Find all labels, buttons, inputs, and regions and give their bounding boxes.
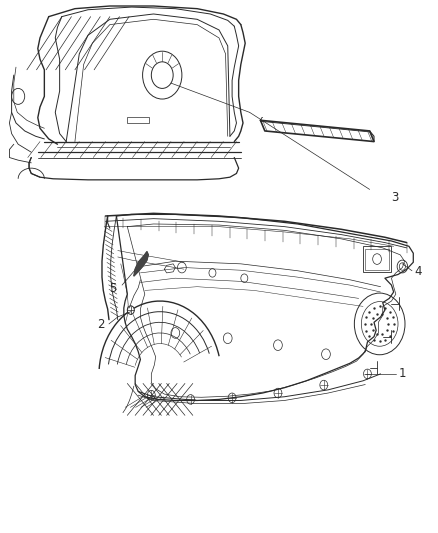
Text: 4: 4 <box>415 265 422 278</box>
Polygon shape <box>134 252 148 276</box>
Text: 1: 1 <box>399 367 406 381</box>
Text: 5: 5 <box>109 282 117 295</box>
Circle shape <box>127 306 134 314</box>
Bar <box>363 246 392 272</box>
Bar <box>127 117 149 123</box>
Text: 3: 3 <box>392 191 399 204</box>
Text: 2: 2 <box>97 319 105 332</box>
Bar <box>365 249 389 270</box>
